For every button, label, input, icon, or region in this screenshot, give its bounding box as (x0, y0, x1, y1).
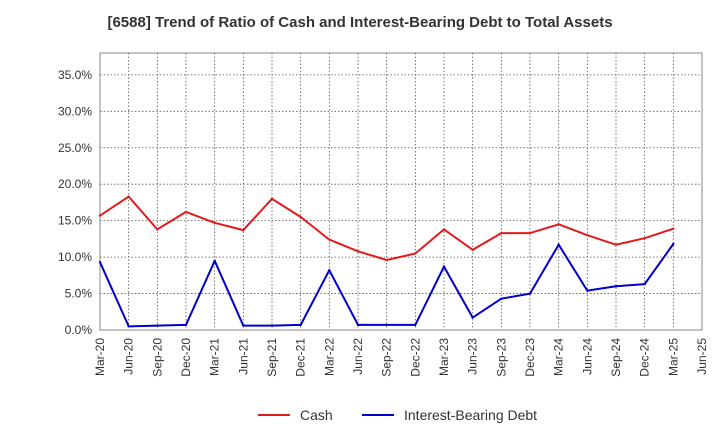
data-point-cash (156, 228, 159, 231)
data-point-cash (98, 214, 102, 217)
x-tick-label: Jun-21 (236, 338, 250, 375)
y-tick-label: 0.0% (65, 323, 93, 337)
data-point-cash (471, 248, 474, 252)
axis-layer: 0.0% 5.0% 10.0% 15.0% 20.0% 25.0% 30.0% 35.0% Ma… (58, 68, 709, 377)
legend-label-debt: Interest-Bearing Debt (404, 407, 538, 423)
x-tick-label: Mar-23 (437, 338, 451, 376)
x-tick-label: Jun-22 (351, 338, 365, 375)
x-tick-label: Jun-25 (695, 338, 709, 375)
data-point-debt (98, 261, 102, 264)
x-tick-label: Dec-20 (179, 338, 193, 377)
data-point-cash (299, 215, 302, 219)
x-tick-label: Mar-24 (552, 338, 566, 376)
chart-title: [6588] Trend of Ratio of Cash and Intere… (107, 14, 613, 31)
x-tick-label: Mar-20 (93, 338, 107, 376)
y-tick-label: 10.0% (58, 250, 92, 264)
x-tick-label: Jun-20 (122, 338, 136, 375)
y-tick-label: 35.0% (58, 68, 92, 82)
y-tick-label: 15.0% (58, 214, 92, 228)
data-point-cash (385, 258, 388, 262)
data-point-cash (614, 243, 618, 246)
data-point-debt (184, 323, 188, 327)
data-point-cash (672, 227, 675, 230)
x-tick-label: Sep-22 (380, 338, 394, 377)
y-tick-label: 5.0% (65, 287, 93, 301)
data-point-debt (614, 285, 618, 288)
x-tick-label: Sep-21 (265, 338, 279, 377)
data-point-cash (500, 231, 503, 235)
data-point-cash (586, 234, 589, 237)
x-tick-label: Sep-24 (609, 338, 623, 377)
data-point-cash (127, 195, 130, 198)
data-point-cash (270, 197, 274, 200)
x-tick-label: Dec-24 (638, 338, 652, 377)
x-tick-label: Dec-22 (408, 338, 422, 377)
legend-swatch-debt (362, 414, 394, 416)
data-point-cash (213, 221, 216, 225)
x-tick-label: Jun-24 (580, 338, 594, 375)
x-tick-label: Sep-20 (150, 338, 164, 377)
data-point-cash (184, 210, 188, 214)
data-point-cash (242, 228, 245, 232)
x-tick-label: Mar-25 (666, 338, 680, 376)
data-point-debt (528, 292, 532, 295)
x-tick-label: Mar-21 (208, 338, 222, 376)
y-tick-label: 20.0% (58, 177, 92, 191)
plot-frame (99, 52, 703, 331)
x-tick-label: Sep-23 (494, 338, 508, 377)
data-point-cash (414, 252, 417, 255)
y-tick-label: 30.0% (58, 104, 92, 118)
legend-item-cash: Cash (258, 404, 333, 426)
data-point-cash (356, 250, 360, 253)
data-point-debt (643, 282, 646, 286)
series-layer (98, 195, 675, 328)
x-tick-label: Mar-22 (322, 338, 336, 376)
data-point-cash (643, 236, 646, 240)
x-tick-label: Dec-21 (294, 338, 308, 377)
x-tick-label: Jun-23 (466, 338, 480, 375)
x-tick-label: Dec-23 (523, 338, 537, 377)
data-point-cash (328, 238, 331, 241)
data-point-debt (242, 324, 245, 327)
y-tick-label: 25.0% (58, 141, 92, 155)
data-point-cash (442, 228, 446, 231)
legend: Cash Interest-Bearing Debt (0, 404, 720, 426)
data-point-debt (299, 323, 302, 327)
data-point-cash (557, 223, 560, 226)
data-point-debt (672, 242, 675, 246)
data-point-debt (414, 323, 417, 327)
data-point-debt (213, 259, 216, 262)
data-point-debt (356, 323, 360, 327)
data-point-debt (500, 297, 503, 300)
data-point-cash (528, 231, 532, 235)
legend-item-debt: Interest-Bearing Debt (362, 404, 537, 426)
data-point-debt (385, 323, 388, 327)
grid-layer (99, 52, 703, 331)
data-point-debt (586, 289, 589, 292)
data-point-debt (270, 324, 274, 327)
data-point-debt (127, 325, 130, 328)
data-point-debt (471, 316, 474, 319)
data-point-debt (156, 324, 159, 327)
data-point-debt (328, 269, 331, 272)
legend-label-cash: Cash (300, 407, 333, 423)
data-point-debt (557, 243, 560, 246)
data-point-debt (442, 265, 446, 268)
legend-swatch-cash (258, 414, 290, 416)
